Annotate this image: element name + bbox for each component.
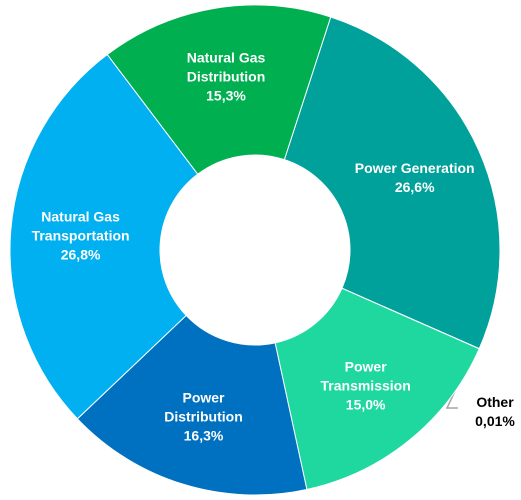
data-label: Natural Gas Transportation 26,8% [32, 207, 130, 264]
category-label: Power Transmission [320, 358, 411, 394]
category-label: Natural Gas Distribution [186, 49, 266, 85]
data-label: Power Distribution 16,3% [164, 389, 243, 446]
category-label: Power Generation [354, 160, 475, 177]
category-label: Natural Gas Transportation [31, 208, 130, 244]
value-label: 26,6% [394, 179, 435, 196]
category-label: Power Distribution [164, 389, 243, 425]
value-label: 26,8% [60, 246, 101, 263]
data-label: Other 0,01% [475, 393, 515, 431]
value-label: 15,3% [206, 87, 246, 104]
category-label: Other [476, 394, 514, 410]
data-label: Natural Gas Distribution 15,3% [187, 49, 266, 106]
slice [76, 314, 308, 496]
slice [274, 287, 480, 491]
slice [9, 53, 199, 420]
data-label: Power Generation 26,6% [355, 159, 475, 197]
slice [283, 16, 501, 350]
slice [106, 4, 332, 175]
data-label: Power Transmission 15,0% [321, 357, 411, 414]
value-label: 0,01% [475, 413, 515, 429]
value-label: 16,3% [183, 427, 224, 444]
value-label: 15,0% [345, 396, 386, 413]
